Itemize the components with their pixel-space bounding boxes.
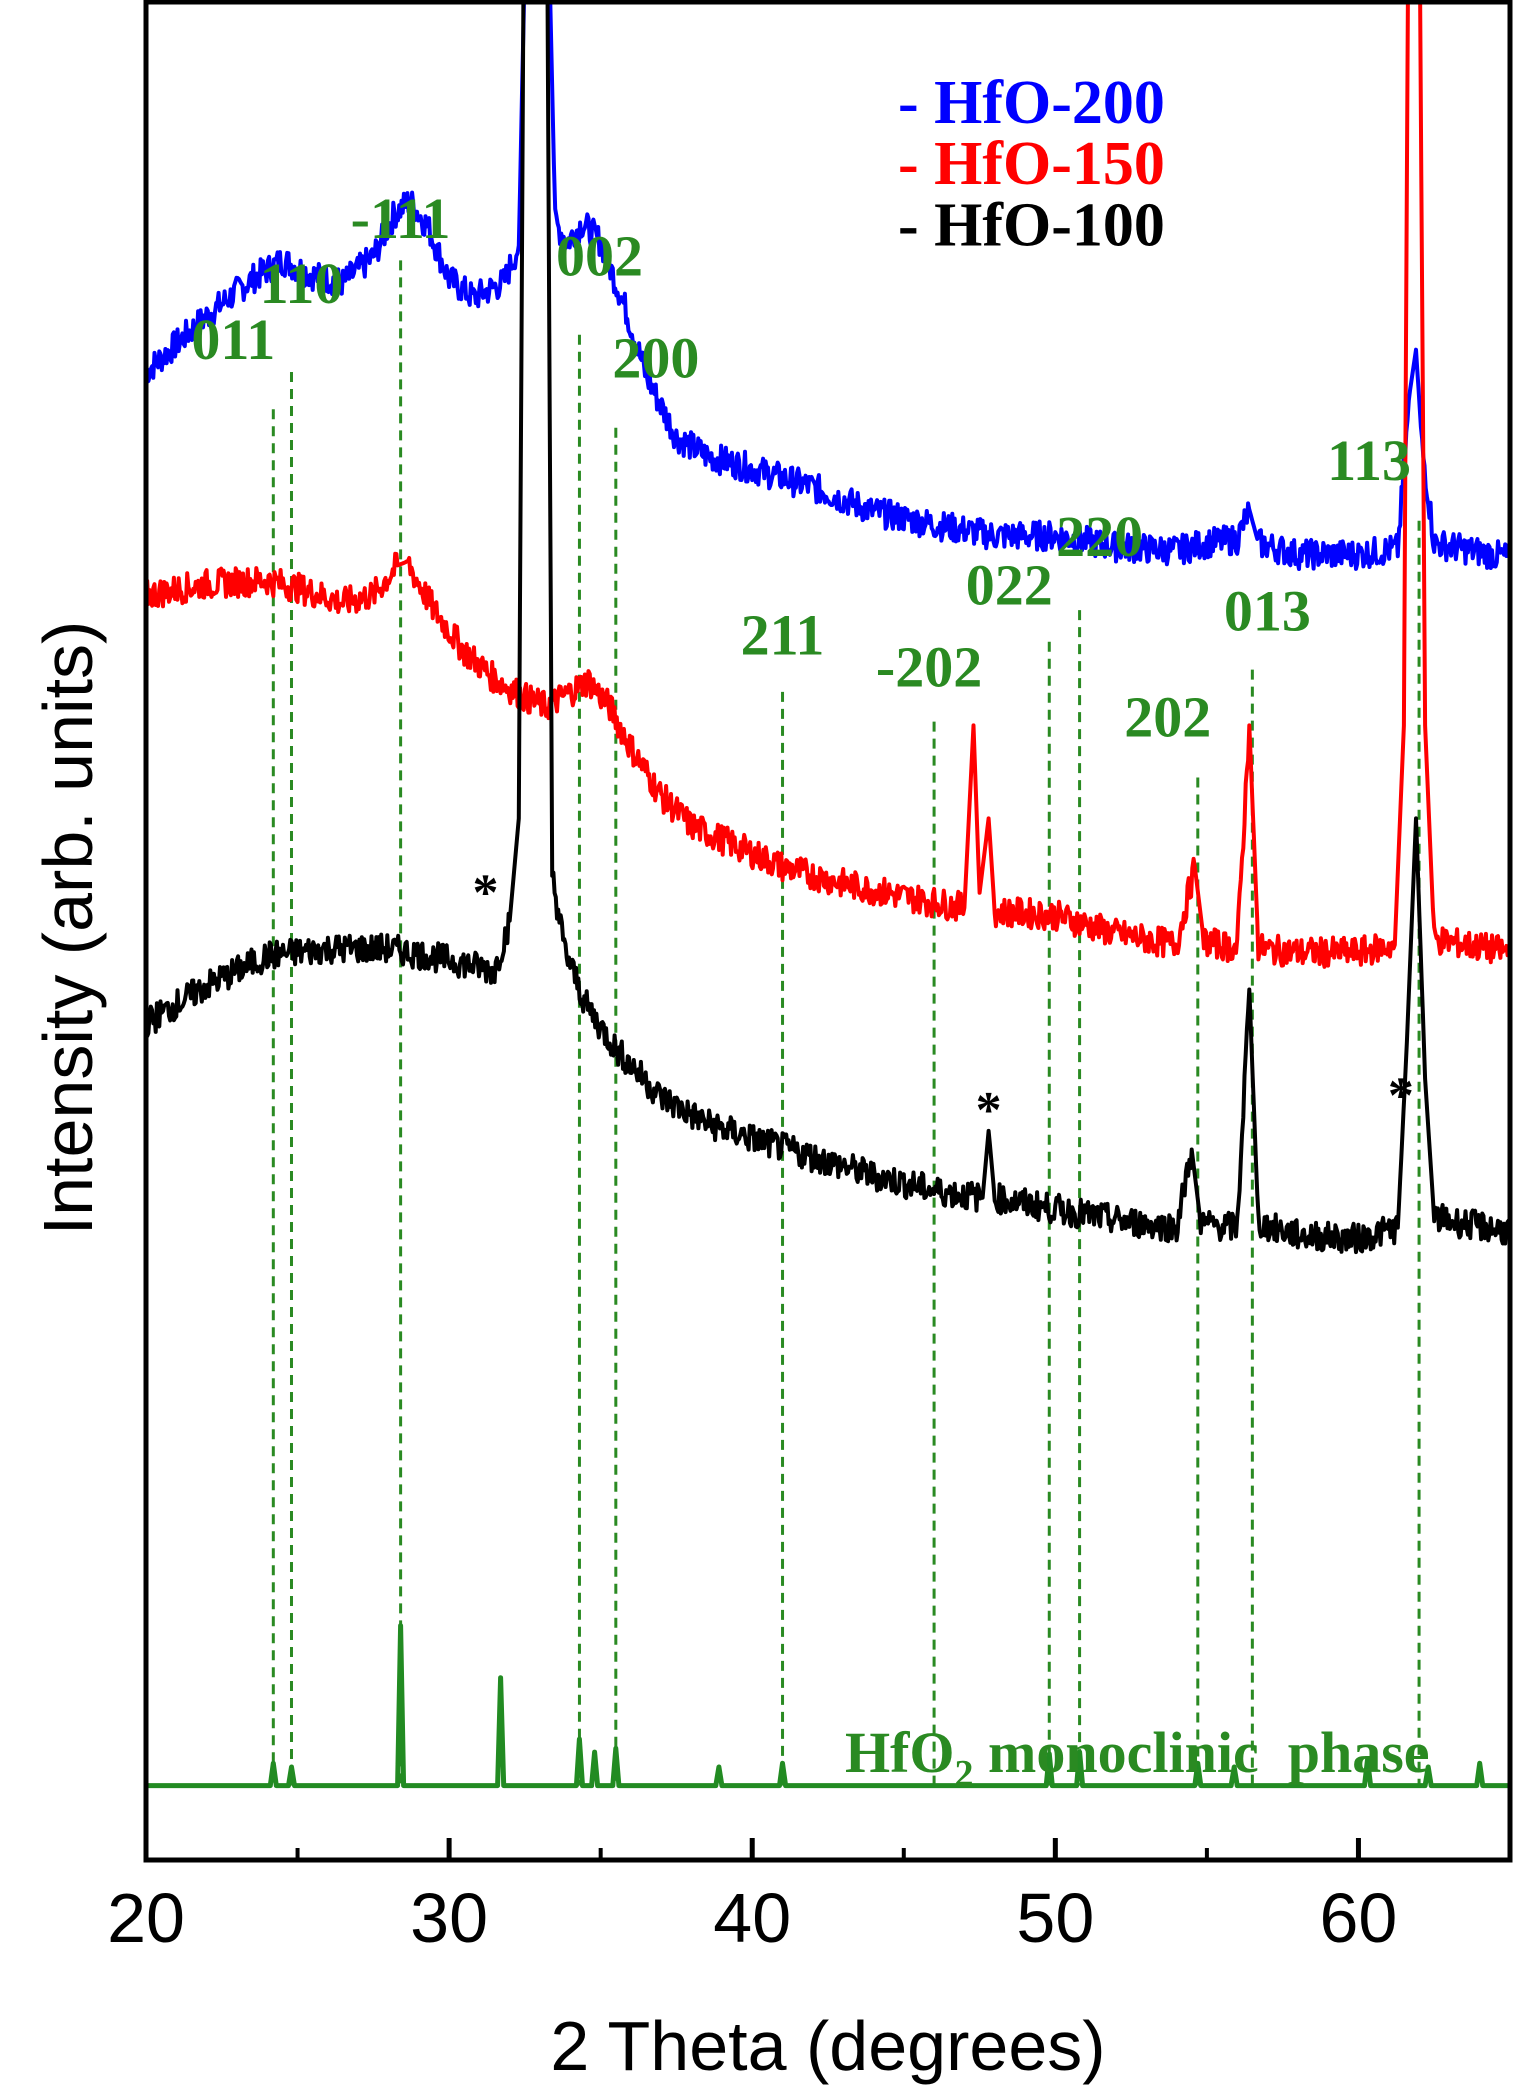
asterisk-annotation: * <box>472 865 498 922</box>
peak-label-013: 013 <box>1224 579 1311 644</box>
peak-label-220: 220 <box>1056 504 1143 569</box>
series-group <box>146 0 1510 1789</box>
phase-label-main: HfO <box>845 1720 955 1785</box>
phase-label-sub: 2 <box>955 1753 974 1795</box>
peak-label-113: 113 <box>1327 428 1411 493</box>
x-axis-label: 2 Theta (degrees) <box>550 2007 1105 2085</box>
series-hfo2-monoclinic-phase <box>146 1623 1510 1789</box>
peak-label-011: 011 <box>191 307 275 372</box>
peak-label-211: 211 <box>741 603 825 668</box>
y-axis-label: Intensity (arb. units) <box>29 621 107 1236</box>
legend-item-1: - HfO-150 <box>898 130 1165 198</box>
x-tick-label-50: 50 <box>1016 1879 1094 1957</box>
peak-label--202: -202 <box>876 634 982 699</box>
legend-item-2: - HfO-100 <box>898 192 1165 260</box>
legend-item-0: - HfO-200 <box>898 69 1165 137</box>
peak-label--111: -111 <box>351 186 451 251</box>
reference-lines <box>271 260 1421 1786</box>
series-hfo-100 <box>146 0 1510 1255</box>
x-ticks: 20 30 40 50 60 <box>107 1838 1397 1957</box>
asterisk-annotation: * <box>976 1082 1002 1139</box>
peak-label-022: 022 <box>966 553 1053 618</box>
plot-border <box>143 0 1513 1863</box>
phase-label: HfO2 monoclinic phase <box>845 1720 1430 1795</box>
x-tick-label-60: 60 <box>1320 1879 1398 1957</box>
x-tick-label-40: 40 <box>713 1879 791 1957</box>
peak-label-002: 002 <box>556 223 643 288</box>
peak-label-202: 202 <box>1124 685 1211 750</box>
series-hfo-200 <box>146 0 1510 571</box>
asterisk-annotation: * <box>1388 1067 1414 1124</box>
legend: - HfO-200- HfO-150- HfO-100 <box>898 69 1165 260</box>
series-hfo-150 <box>146 0 1510 969</box>
phase-label-rest: monoclinic phase <box>974 1720 1430 1785</box>
x-tick-label-30: 30 <box>410 1879 488 1957</box>
x-tick-label-20: 20 <box>107 1879 185 1957</box>
peak-label-200: 200 <box>612 326 699 391</box>
axes-frame <box>143 0 1513 1863</box>
peak-label-110: 110 <box>260 251 344 316</box>
asterisk-annotations: * * * <box>472 865 1413 1140</box>
